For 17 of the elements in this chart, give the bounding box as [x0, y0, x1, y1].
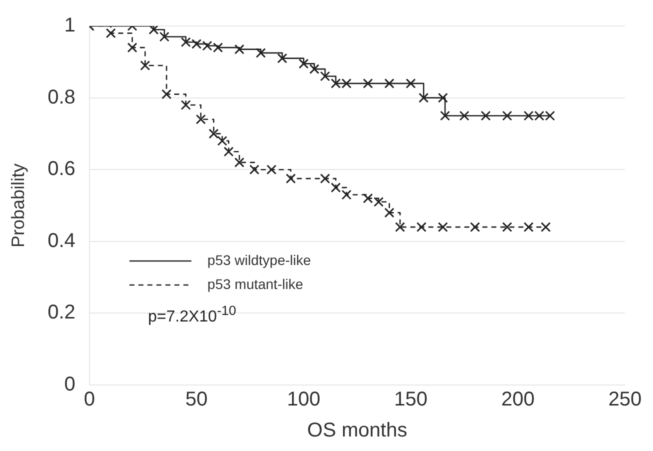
legend-label: p53 mutant-like — [207, 276, 304, 292]
x-axis-title: OS months — [307, 420, 408, 442]
y-tick-label: 0.4 — [48, 230, 76, 252]
x-tick-label: 0 — [84, 388, 95, 411]
x-tick-label: 200 — [501, 388, 535, 411]
x-tick-label: 150 — [394, 388, 428, 411]
y-tick-label: 0.6 — [48, 158, 76, 180]
annotation: p=7.2X10$^{-10}$ — [148, 303, 236, 326]
y-tick-label: 1 — [64, 14, 76, 37]
y-tick-label: 0 — [64, 374, 76, 396]
y-tick-label: 0.8 — [48, 86, 76, 108]
x-tick-label: 50 — [185, 388, 208, 411]
x-tick-label: 250 — [608, 388, 642, 411]
y-tick-label: 0.2 — [48, 302, 76, 324]
legend-label: p53 wildtype-like — [207, 252, 312, 268]
x-tick-label: 100 — [286, 388, 320, 411]
y-axis-title: Probability — [8, 163, 28, 248]
